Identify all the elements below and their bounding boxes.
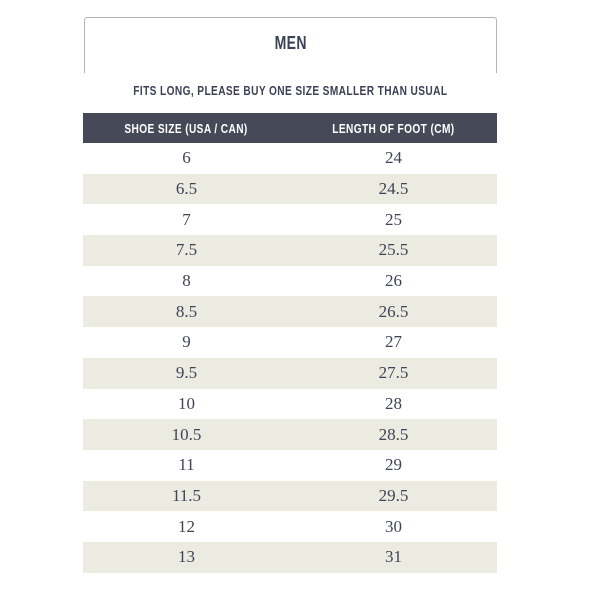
table-row: 6 24: [83, 143, 497, 174]
fit-note-text: FITS LONG, PLEASE BUY ONE SIZE SMALLER T…: [133, 83, 448, 98]
table-cell: 11: [178, 455, 195, 475]
table-cell: 6.5: [175, 179, 198, 199]
fit-note: FITS LONG, PLEASE BUY ONE SIZE SMALLER T…: [84, 83, 497, 98]
table-row: 8 26: [83, 265, 497, 297]
column-header-foot-length: LENGTH OF FOOT (CM): [290, 113, 497, 143]
table-cell: 10.5: [171, 424, 202, 444]
table-cell: 24.5: [378, 179, 409, 199]
table-cell: 9: [182, 332, 191, 352]
table-cell: 28: [385, 393, 402, 413]
tab-men[interactable]: MEN: [84, 17, 497, 73]
column-header-foot-length-label: LENGTH OF FOOT (CM): [332, 120, 455, 136]
table-cell: 9.5: [175, 363, 198, 383]
table-cell: 6: [182, 148, 191, 168]
table-cell: 29.5: [378, 485, 409, 505]
size-table-body: 6 24 6.5 24.5 7 25 7.5 25.5 8 26 8.5 26.5 9 27 9.5 27.5…: [83, 143, 497, 573]
table-row: 13 31: [83, 541, 497, 573]
table-cell: 11.5: [171, 485, 202, 505]
table-cell: 25: [385, 209, 402, 229]
size-table-header-row: SHOE SIZE (USA / CAN) LENGTH OF FOOT (CM…: [83, 113, 497, 143]
table-row: 11.5 29.5: [83, 480, 497, 512]
table-row: 7 25: [83, 204, 497, 236]
table-row: 11 29: [83, 449, 497, 481]
table-cell: 26.5: [378, 301, 409, 321]
table-cell: 24: [385, 148, 402, 168]
table-row: 10.5 28.5: [83, 419, 497, 450]
table-cell: 10: [178, 393, 195, 413]
table-row: 10 28: [83, 388, 497, 420]
table-cell: 8.5: [175, 301, 198, 321]
column-header-shoe-size: SHOE SIZE (USA / CAN): [83, 113, 290, 143]
table-cell: 8: [182, 271, 191, 291]
table-cell: 31: [385, 547, 402, 567]
table-row: 9.5 27.5: [83, 357, 497, 389]
size-table: SHOE SIZE (USA / CAN) LENGTH OF FOOT (CM…: [83, 113, 497, 573]
table-cell: 30: [385, 516, 402, 536]
table-row: 6.5 24.5: [83, 173, 497, 205]
table-cell: 27.5: [378, 363, 409, 383]
table-cell: 12: [178, 516, 195, 536]
column-header-shoe-size-label: SHOE SIZE (USA / CAN): [124, 120, 249, 136]
table-cell: 25.5: [378, 240, 409, 260]
table-cell: 28.5: [378, 424, 409, 444]
table-cell: 7: [182, 209, 191, 229]
table-cell: 13: [178, 547, 195, 567]
table-row: 9 27: [83, 327, 497, 358]
table-cell: 26: [385, 271, 402, 291]
tab-men-label: MEN: [274, 33, 307, 53]
table-cell: 27: [385, 332, 402, 352]
table-cell: 7.5: [175, 240, 198, 260]
table-row: 8.5 26.5: [83, 296, 497, 328]
table-row: 7.5 25.5: [83, 235, 497, 266]
table-cell: 29: [385, 455, 402, 475]
table-row: 12 30: [83, 511, 497, 542]
